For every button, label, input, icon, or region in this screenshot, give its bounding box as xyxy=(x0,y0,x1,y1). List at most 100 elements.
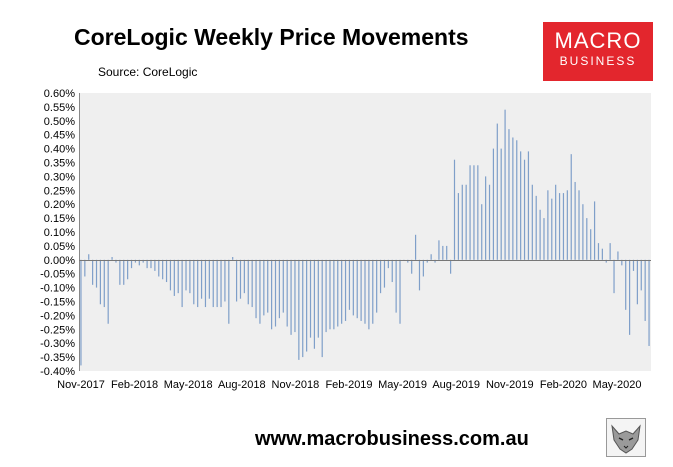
bar xyxy=(512,137,514,260)
y-tick-label: 0.25% xyxy=(44,185,75,197)
x-axis-ticks: Nov-2017 Feb-2018 May-2018 Aug-2018 Nov-2018… xyxy=(57,379,641,391)
bar xyxy=(255,259,257,319)
bar xyxy=(640,259,642,291)
y-tick-label: -0.35% xyxy=(40,352,75,364)
y-tick-label: 0.45% xyxy=(44,130,75,142)
bar xyxy=(457,193,459,260)
y-tick-label: 0.30% xyxy=(44,171,75,183)
bar xyxy=(329,259,331,330)
bar xyxy=(271,259,273,330)
bar xyxy=(531,184,533,260)
bar xyxy=(399,259,401,324)
plot-area xyxy=(79,93,651,371)
bar xyxy=(473,165,475,260)
bar xyxy=(496,123,498,260)
chart-title: CoreLogic Weekly Price Movements xyxy=(74,24,469,50)
bar xyxy=(251,259,253,308)
y-tick-label: 0.55% xyxy=(44,102,75,114)
bar xyxy=(298,259,300,360)
y-tick-label: 0.50% xyxy=(44,116,75,128)
bar xyxy=(446,245,448,260)
bar xyxy=(434,259,436,263)
bar xyxy=(123,259,125,285)
bar xyxy=(243,259,245,294)
x-tick-label: Nov-2018 xyxy=(272,379,320,391)
y-tick-label: 0.20% xyxy=(44,199,75,211)
bar xyxy=(92,259,94,285)
macrobusiness-logo[interactable]: MACRO BUSINESS xyxy=(543,22,653,81)
bar xyxy=(247,259,249,305)
bar xyxy=(376,259,378,313)
bar xyxy=(173,259,175,296)
bar xyxy=(469,165,471,260)
bar xyxy=(383,259,386,288)
bar xyxy=(282,259,284,313)
bar xyxy=(80,259,82,366)
bar xyxy=(504,109,506,260)
bar xyxy=(574,181,576,260)
footer-url[interactable]: www.macrobusiness.com.au xyxy=(255,428,529,450)
bar xyxy=(523,159,526,260)
bar xyxy=(500,148,502,260)
bar xyxy=(364,259,366,324)
bar xyxy=(146,259,148,269)
bar xyxy=(372,259,374,324)
bar xyxy=(391,259,393,283)
bar xyxy=(426,259,428,263)
bar xyxy=(290,259,292,335)
bar xyxy=(259,259,261,324)
y-tick-label: -0.40% xyxy=(40,366,75,378)
bar xyxy=(586,218,588,260)
bar xyxy=(555,184,557,260)
bar xyxy=(551,198,553,260)
x-tick-label: Feb-2020 xyxy=(540,379,587,391)
bar xyxy=(352,259,354,316)
bar xyxy=(306,259,308,352)
bar xyxy=(348,259,351,310)
bar xyxy=(204,259,207,308)
y-tick-label: -0.30% xyxy=(40,338,75,350)
bar xyxy=(165,259,168,283)
bar xyxy=(461,184,463,260)
bar xyxy=(605,259,607,263)
bar xyxy=(488,184,491,260)
bar xyxy=(232,257,234,260)
bar xyxy=(414,234,417,260)
bar xyxy=(527,151,530,260)
y-tick-label: 0.40% xyxy=(44,144,75,156)
bar xyxy=(274,259,277,327)
bar xyxy=(119,259,121,285)
bar xyxy=(593,201,596,260)
y-tick-label: -0.10% xyxy=(40,283,75,295)
y-tick-label: -0.15% xyxy=(40,297,75,309)
bar xyxy=(477,165,479,260)
x-tick-label: Aug-2019 xyxy=(432,379,480,391)
bar xyxy=(302,259,304,358)
y-tick-label: -0.20% xyxy=(40,310,75,322)
bar xyxy=(224,259,226,302)
bar xyxy=(162,259,164,280)
bar xyxy=(360,259,362,321)
bar xyxy=(212,259,214,308)
logo-line-2: BUSINESS xyxy=(559,54,637,68)
bar xyxy=(181,259,183,308)
bar xyxy=(562,193,565,260)
bar xyxy=(321,259,323,358)
price-movement-chart: 0.60% 0.55% 0.50% 0.45% 0.40% 0.35%0.30% 0.25%… xyxy=(40,88,651,391)
bar xyxy=(465,184,467,260)
bar xyxy=(267,259,269,313)
x-tick-label: May-2018 xyxy=(164,379,213,391)
bar xyxy=(150,259,152,269)
bar xyxy=(177,259,179,294)
bar xyxy=(134,259,137,263)
bar xyxy=(185,259,187,291)
bar xyxy=(220,259,222,308)
bar xyxy=(368,259,370,330)
x-tick-label: Feb-2018 xyxy=(111,379,158,391)
bar xyxy=(535,195,537,260)
bar xyxy=(520,151,522,260)
bar xyxy=(239,259,242,299)
bar xyxy=(333,259,335,330)
bar xyxy=(130,259,133,269)
bar xyxy=(379,259,382,294)
